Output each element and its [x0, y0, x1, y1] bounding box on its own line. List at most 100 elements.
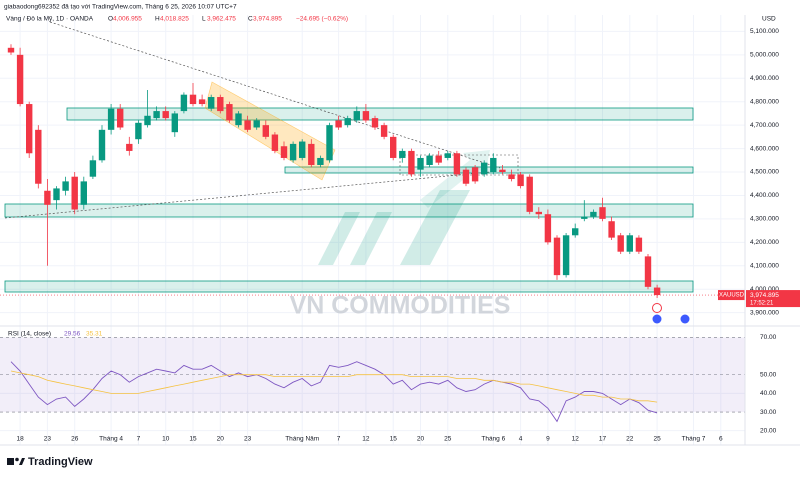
candle-body [581, 216, 588, 219]
candle-body [535, 211, 542, 215]
zone [284, 166, 694, 174]
rsi-title: RSI (14, close) [8, 331, 51, 338]
candle-body [644, 256, 652, 287]
candle-body [53, 188, 60, 201]
symbol: Vàng / Đô la Mỹ, 1D · OANDA [6, 16, 94, 23]
x-tick-label: 25 [444, 436, 452, 443]
candle-body [162, 111, 169, 119]
candle-body [326, 125, 333, 161]
zone [4, 203, 694, 218]
candle-body [599, 207, 606, 219]
candle-body [417, 157, 424, 170]
candle-body [80, 181, 87, 205]
y-tick-label: 4,500.000 [750, 169, 779, 176]
candle-body [208, 97, 215, 109]
candle-body [380, 125, 388, 137]
candle-body [399, 150, 406, 158]
x-tick-label: 10 [162, 436, 170, 443]
candle-body [280, 146, 288, 158]
candle-body [653, 287, 661, 296]
x-tick-label: 25 [653, 436, 661, 443]
candle-body [262, 125, 269, 137]
candle-body [462, 169, 470, 184]
y-tick-label: 70.00 [760, 334, 777, 341]
logo-stroke [400, 190, 470, 265]
trendline [49, 21, 501, 169]
x-tick-label: 9 [546, 436, 550, 443]
candle-body [435, 155, 442, 163]
candle-body [198, 99, 206, 105]
x-tick-label: 22 [626, 436, 634, 443]
x-tick-label: Tháng 6 [481, 436, 505, 443]
candle-body [235, 113, 242, 126]
x-tick-label: 12 [362, 436, 370, 443]
y-tick-label: 3,900.000 [750, 309, 779, 316]
symbol-tag [718, 290, 745, 301]
candle-body [353, 111, 360, 121]
candle-body [44, 190, 51, 205]
y-tick-label: 4,700.000 [750, 122, 779, 129]
event-flag[interactable] [652, 314, 662, 324]
plot-layer: O 4,006.955 H 4,018.825 L 3,962.475 C 3,974.895… [0, 16, 800, 443]
candle-body [289, 143, 297, 161]
candle-body [153, 111, 160, 119]
y-tick-label: 20.00 [760, 427, 777, 434]
candle-body [7, 47, 15, 53]
candle-body [217, 97, 224, 112]
candle-body [308, 143, 315, 165]
candle-body [508, 174, 515, 180]
candle-body [171, 113, 178, 133]
watermark-text: VN COMMODITIES [290, 292, 511, 320]
event-icon[interactable] [652, 303, 662, 313]
candle-body [317, 157, 324, 165]
event-flag[interactable] [680, 314, 690, 324]
symbol-tag-text: XAUUSD [719, 293, 745, 299]
x-tick-label: 23 [44, 436, 52, 443]
candle-body [117, 108, 124, 128]
candle-body [107, 108, 115, 130]
zone [66, 107, 694, 121]
brand-logo [7, 457, 25, 465]
candle-body [608, 221, 615, 238]
attribution: giabaodong692352 đã tạo với TradingView.… [4, 4, 237, 11]
y-tick-label: 4,800.000 [750, 98, 779, 105]
candle-body [544, 214, 552, 243]
x-tick-label: 12 [572, 436, 580, 443]
candle-body [244, 120, 251, 130]
x-tick-label: 15 [390, 436, 398, 443]
candle-body [126, 143, 133, 151]
logo-part [15, 457, 19, 462]
logo-stroke [350, 212, 392, 265]
candle-body [344, 118, 351, 126]
candle-body [226, 104, 233, 121]
rsi-line [10, 370, 658, 403]
y-tick-label: 4,200.000 [750, 239, 779, 246]
candle-body [626, 235, 633, 252]
candle-body [71, 176, 78, 210]
change: −24.695 (−0.62%) [296, 16, 348, 23]
candle-body [453, 153, 461, 175]
y-tick-label: 50.00 [760, 371, 777, 378]
candle-body [362, 111, 370, 121]
candle-body [617, 235, 624, 252]
trendline [4, 171, 491, 219]
candle-body [135, 122, 142, 140]
candle-body [499, 169, 506, 173]
ohlc-letter: L [202, 16, 206, 23]
candle-body [517, 174, 524, 187]
candle-body [253, 120, 260, 128]
arrow [420, 150, 490, 208]
candle-body [490, 157, 497, 173]
price-tag [746, 290, 800, 308]
price-tag-text: 3,974.895 [750, 292, 779, 299]
rsi-last-value: 35.31 [86, 331, 103, 338]
x-tick-label: 4 [519, 436, 523, 443]
candle-body [62, 181, 69, 191]
y-tick-label: 4,400.000 [750, 192, 779, 199]
candle-body [180, 94, 188, 112]
candle-body [98, 129, 106, 161]
logo-stroke [318, 212, 360, 265]
candle-body [335, 120, 342, 128]
